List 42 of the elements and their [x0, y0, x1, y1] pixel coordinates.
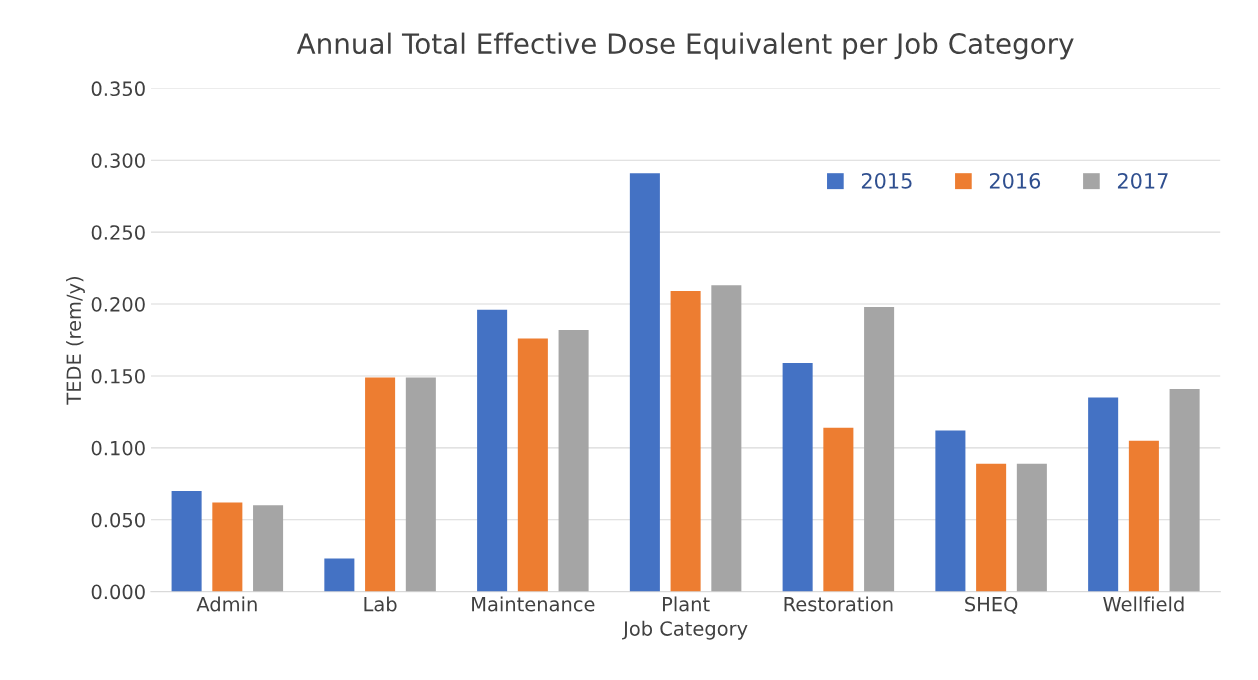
x-tick-label: Wellfield	[1103, 596, 1184, 612]
x-tick-label: Restoration	[784, 596, 893, 612]
y-tick-label: 0.200	[91, 297, 145, 312]
bar	[1128, 440, 1159, 592]
bar	[212, 502, 243, 592]
bar	[670, 291, 701, 592]
bar	[1169, 388, 1200, 592]
bar	[864, 306, 895, 592]
bar	[477, 309, 508, 592]
y-tick-label: 0.000	[91, 584, 145, 600]
bar	[782, 363, 813, 592]
x-tick-label: Admin	[196, 596, 257, 612]
legend-label: 2015	[861, 172, 912, 189]
bar	[1088, 397, 1119, 592]
y-tick-label: 0.250	[91, 225, 145, 240]
y-tick-label: 0.300	[91, 153, 145, 168]
bar	[558, 329, 589, 592]
bar	[935, 430, 966, 592]
x-tick-label: Lab	[364, 596, 397, 612]
bar	[365, 377, 396, 592]
y-tick-label: 0.350	[91, 81, 145, 97]
bar	[405, 377, 436, 592]
y-tick-label: 0.100	[91, 440, 145, 456]
bar	[976, 463, 1007, 592]
y-axis-title: TEDE (rem/y)	[66, 277, 85, 405]
bar	[253, 505, 284, 592]
legend-label: 2017	[1117, 172, 1168, 189]
bar	[1016, 463, 1047, 592]
x-axis-title: Job Category	[622, 620, 748, 640]
bar	[171, 490, 202, 592]
x-tick-label: Plant	[663, 596, 710, 612]
y-tick-label: 0.150	[91, 368, 145, 384]
bar	[823, 427, 854, 592]
bar	[711, 285, 742, 592]
legend-label: 2016	[989, 172, 1041, 189]
bar	[324, 558, 355, 592]
x-tick-label: SHEQ	[965, 596, 1018, 614]
bar	[517, 338, 548, 592]
bar	[629, 173, 660, 592]
chart-title: Annual Total Effective Dose Equivalent per Job Category	[296, 32, 1074, 60]
y-tick-label: 0.050	[91, 512, 145, 528]
x-tick-label: Maintenance	[472, 596, 595, 612]
